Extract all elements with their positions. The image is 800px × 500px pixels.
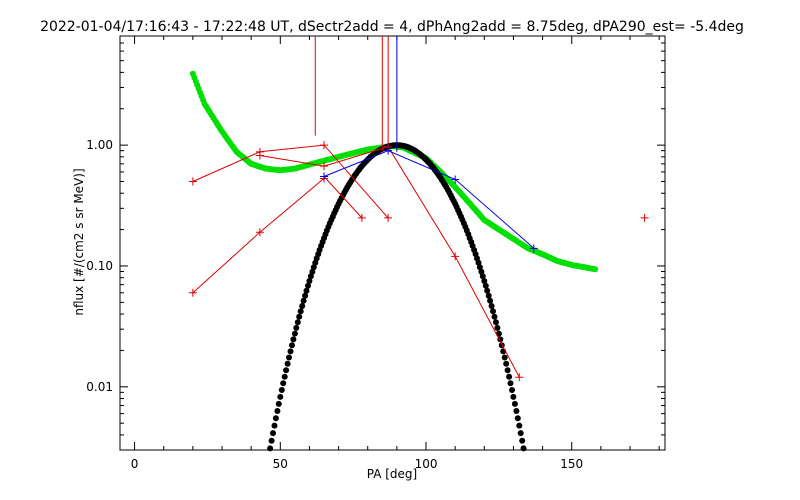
model-curves [189,70,599,452]
black-curve-dot [286,354,292,361]
y-tick-label: 0.01 [86,380,113,394]
black-curve-dot [299,303,306,309]
x-tick-label: 50 [273,457,288,471]
data-point-marker [357,213,366,222]
x-axis-label: PA [deg] [367,467,417,481]
black-curve-dot [291,330,298,337]
black-curve-dot [517,430,524,437]
black-curve-dot [289,342,295,349]
black-curve-dot [510,393,517,400]
black-curve-dot [504,367,511,374]
series-line [192,178,325,294]
black-curve-dot [267,445,274,452]
black-curve-dot [293,324,300,331]
data-series [188,36,649,382]
black-curve-dot [268,437,275,444]
green-curve-dot [592,266,599,273]
black-curve-dot [503,360,510,367]
black-curve-dot [307,273,314,280]
data-point-marker [320,141,329,150]
black-curve-dot [303,287,310,294]
data-point-marker [255,228,264,237]
black-curve-dot [507,380,514,387]
black-curve-dot [277,393,284,400]
data-point-marker [451,175,460,184]
black-curve-dot [485,292,492,299]
black-curve-dot [519,437,526,444]
black-curve-dot [484,287,491,294]
black-curve-dot [271,422,278,429]
series-line [192,144,389,219]
black-curve-dot [287,348,294,355]
black-curve-dot [272,415,279,422]
black-curve-dot [482,282,489,289]
x-tick-label: 150 [560,457,583,471]
black-curve-dot [300,297,307,304]
series-line [323,176,363,219]
data-point-marker [320,172,329,181]
x-tick-label: 100 [415,457,438,471]
black-curve-dot [501,354,508,361]
data-point-marker [515,373,524,382]
plot-frame [119,35,666,451]
black-curve-dot [283,367,290,374]
black-curve-dot [281,373,288,380]
black-curve-dot [491,313,498,320]
black-curve-dot [478,268,485,275]
black-curve-dot [290,336,297,343]
black-curve-dot [511,400,518,407]
black-curve-dot [494,324,501,331]
black-curve-dot [479,273,486,280]
black-curve-dot [284,360,291,367]
black-curve-dot [274,408,281,414]
x-tick-label: 0 [131,457,139,471]
data-point-marker [255,151,264,160]
data-point-marker [384,146,393,155]
data-point-marker [384,213,393,222]
black-curve-dot [481,278,488,284]
y-axis-label: nflux [#/(cm2 s sr MeV)] [72,168,86,315]
black-curve-dot [490,308,496,315]
black-curve-dot [513,408,520,414]
black-curve-dot [493,319,499,326]
axis-ticks: 0 50 100 150 0.01 0.10 1.00 [86,36,665,471]
data-point-marker [188,177,197,186]
chart-title: 2022-01-04/17:16:43 - 17:22:48 UT, dSect… [40,19,744,35]
black-curve-dot [309,268,316,275]
black-curve-dot [294,319,301,326]
black-curve-dot [306,278,313,284]
y-tick-label: 0.10 [86,259,113,273]
black-curve-dot [487,297,494,304]
data-point-marker [188,288,197,297]
y-tick-label: 1.00 [86,138,113,152]
black-curve-dot [514,415,521,422]
black-curve-dot [506,373,513,380]
data-point-marker [320,162,329,171]
black-curve-dot [509,387,515,393]
black-curve-dot [516,422,523,429]
series-line [323,150,535,249]
black-curve-dot [280,380,287,387]
black-curve-dot [520,445,527,452]
black-curve-dot [278,387,285,393]
black-curve-dot [475,259,482,266]
black-curve-dot [302,292,309,299]
black-curve-dot [275,400,282,407]
black-curve-dot [305,282,311,289]
black-curve-dot [488,303,495,309]
data-point-marker [451,252,460,261]
black-curve-dot [296,313,303,320]
black-curve-dot [297,308,304,315]
data-point-marker [640,213,649,222]
data-point-marker [529,244,538,253]
black-curve-dot [270,430,276,437]
